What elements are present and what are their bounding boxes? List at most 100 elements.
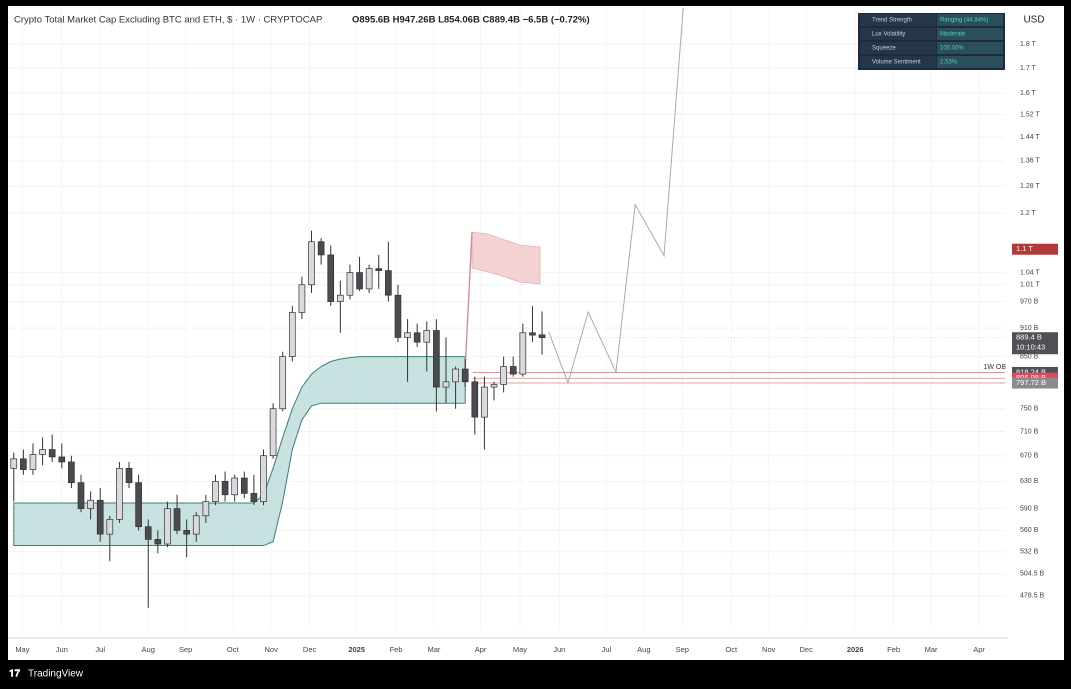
x-tick-label: Apr xyxy=(973,645,985,654)
candle-body xyxy=(250,493,258,503)
y-tick-label: 1.2 T xyxy=(1020,210,1037,217)
y-tick-label: 1.04 T xyxy=(1020,269,1040,276)
candle-body xyxy=(288,312,296,357)
x-tick-label: Sep xyxy=(179,645,192,654)
candle-body xyxy=(48,449,56,458)
candle-body xyxy=(317,241,325,256)
table-value: Ranging (44.84%) xyxy=(940,18,988,24)
candle-body xyxy=(231,477,239,496)
y-tick-label: 1.44 T xyxy=(1020,134,1040,141)
ob-layer xyxy=(472,337,1005,384)
table-value: 100.00% xyxy=(940,46,964,52)
y-tick-label: 1.28 T xyxy=(1020,183,1040,190)
candles xyxy=(10,230,546,608)
candle-body xyxy=(461,368,469,383)
y-tick-label: 1.7 T xyxy=(1020,65,1037,72)
table-cell xyxy=(860,28,936,40)
projection-layer xyxy=(548,7,684,385)
footer-logo: 𝟏𝟕 xyxy=(9,669,21,680)
candle-body xyxy=(490,384,498,388)
chart-title: Crypto Total Market Cap Excluding BTC an… xyxy=(14,15,322,26)
x-tick-label: May xyxy=(513,645,527,654)
x-tick-label: Sep xyxy=(676,645,689,654)
y-tick-label: 478.5 B xyxy=(1020,593,1044,600)
x-tick-label: Jul xyxy=(95,645,105,654)
ohlc-header: O895.6B H947.26B L854.06B C889.4B −6.5B … xyxy=(352,15,590,26)
candle-body xyxy=(29,454,37,470)
x-tick-label: Dec xyxy=(800,645,814,654)
y-tick-label: 1.01 T xyxy=(1020,282,1040,289)
candle-body xyxy=(481,386,488,418)
candle-body xyxy=(538,334,546,339)
y-tick-label: 590 B xyxy=(1020,505,1039,512)
x-tick-label: Nov xyxy=(762,645,776,654)
candle-body xyxy=(413,332,421,343)
currency: USD xyxy=(1023,15,1044,26)
flag-pole xyxy=(464,231,473,373)
candle-body xyxy=(269,408,277,457)
y-tick-label: 970 B xyxy=(1020,298,1039,305)
candle-body xyxy=(144,526,152,540)
x-tick-label: Aug xyxy=(637,645,650,654)
candle-body xyxy=(365,268,373,290)
x-tick-label: Aug xyxy=(142,645,155,654)
x-tick-label: 2026 xyxy=(847,645,864,654)
table-cell xyxy=(937,14,1003,26)
table-cell xyxy=(937,28,1003,40)
candle-body xyxy=(529,332,536,336)
candle-body xyxy=(327,254,335,302)
x-tick-label: Jul xyxy=(602,645,612,654)
candle-body xyxy=(433,330,440,388)
x-tick-label: Oct xyxy=(227,645,240,654)
candle-body xyxy=(337,294,344,302)
candle-body xyxy=(279,356,287,410)
y-tick-label: 670 B xyxy=(1020,453,1039,460)
candle-body xyxy=(58,456,66,463)
price-label-box xyxy=(1012,377,1058,389)
candle-body xyxy=(394,294,402,338)
candle-body xyxy=(154,539,162,545)
x-tick-label: Feb xyxy=(390,645,403,654)
y-tick-label: 1.6 T xyxy=(1020,90,1037,97)
table-cell xyxy=(860,14,936,26)
candle-body xyxy=(39,449,46,455)
x-tick-label: 2025 xyxy=(348,645,365,654)
price-label-box xyxy=(1012,243,1058,255)
x-tick-label: Apr xyxy=(475,645,487,654)
y-tick-label: 1.36 T xyxy=(1020,158,1040,165)
candle-body xyxy=(212,480,219,503)
chart-background xyxy=(8,6,1064,660)
candle-body xyxy=(183,530,190,535)
y-tick-label: 630 B xyxy=(1020,478,1039,485)
candle-body xyxy=(125,467,133,484)
candle-body xyxy=(240,477,248,494)
projection-line xyxy=(548,7,684,385)
price-label: 797.72 B xyxy=(1016,378,1046,387)
table-value: Moderate xyxy=(940,32,966,38)
candle-body xyxy=(346,272,354,296)
x-tick-label: Feb xyxy=(887,645,900,654)
candle-body xyxy=(20,458,27,470)
candle-body xyxy=(173,508,181,531)
candle-body xyxy=(442,381,450,388)
y-tick-label: 910 B xyxy=(1020,325,1039,332)
candle-body xyxy=(356,272,363,290)
candle-body xyxy=(298,284,306,313)
x-tick-label: Mar xyxy=(925,645,938,654)
candle-body xyxy=(375,268,383,271)
table-cell xyxy=(937,42,1003,54)
y-tick-label: 1.8 T xyxy=(1020,41,1037,48)
candle-body xyxy=(202,501,210,517)
table-label: Squeeze xyxy=(872,46,896,52)
candle-body xyxy=(96,499,104,535)
x-tick-label: Jun xyxy=(56,645,68,654)
x-tick-label: May xyxy=(15,645,29,654)
candle-body xyxy=(471,381,479,418)
table-label: Volume Sentiment xyxy=(872,60,921,66)
y-tick-label: 504.5 B xyxy=(1020,571,1044,578)
candle-body xyxy=(221,480,229,496)
x-tick-label: Oct xyxy=(725,645,738,654)
candle-body xyxy=(452,368,459,383)
